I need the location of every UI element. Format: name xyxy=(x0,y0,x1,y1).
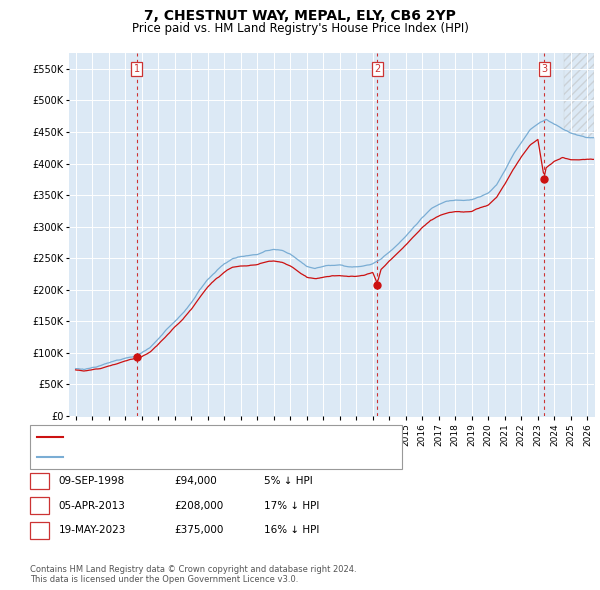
Text: 17% ↓ HPI: 17% ↓ HPI xyxy=(264,501,319,510)
Text: 09-SEP-1998: 09-SEP-1998 xyxy=(59,476,125,486)
Text: 3: 3 xyxy=(36,526,43,535)
Text: Price paid vs. HM Land Registry's House Price Index (HPI): Price paid vs. HM Land Registry's House … xyxy=(131,22,469,35)
Text: 5% ↓ HPI: 5% ↓ HPI xyxy=(264,476,313,486)
Text: 7, CHESTNUT WAY, MEPAL, ELY, CB6 2YP (detached house): 7, CHESTNUT WAY, MEPAL, ELY, CB6 2YP (de… xyxy=(69,432,355,442)
Text: 7, CHESTNUT WAY, MEPAL, ELY, CB6 2YP: 7, CHESTNUT WAY, MEPAL, ELY, CB6 2YP xyxy=(144,9,456,23)
Text: £375,000: £375,000 xyxy=(174,526,223,535)
Text: £94,000: £94,000 xyxy=(174,476,217,486)
Text: £208,000: £208,000 xyxy=(174,501,223,510)
Text: 2: 2 xyxy=(374,64,380,74)
Text: 16% ↓ HPI: 16% ↓ HPI xyxy=(264,526,319,535)
Text: 1: 1 xyxy=(133,64,140,74)
Text: 1: 1 xyxy=(36,476,43,486)
Text: 2: 2 xyxy=(36,501,43,510)
Text: HPI: Average price, detached house, East Cambridgeshire: HPI: Average price, detached house, East… xyxy=(69,452,352,461)
Text: 05-APR-2013: 05-APR-2013 xyxy=(59,501,125,510)
Text: Contains HM Land Registry data © Crown copyright and database right 2024.
This d: Contains HM Land Registry data © Crown c… xyxy=(30,565,356,584)
Text: 3: 3 xyxy=(541,64,547,74)
Text: 19-MAY-2023: 19-MAY-2023 xyxy=(59,526,126,535)
